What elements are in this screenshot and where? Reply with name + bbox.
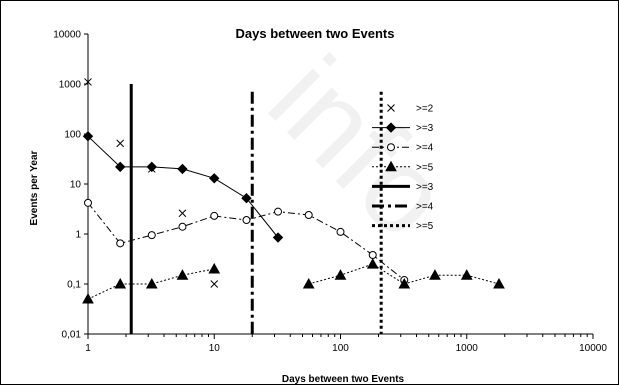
data-point-series-1 xyxy=(146,161,157,173)
legend-label-4: >=3 xyxy=(416,182,434,193)
data-point-series-1 xyxy=(82,131,94,142)
chart-title: Days between two Events xyxy=(236,26,395,41)
legend-label-2: >=4 xyxy=(416,143,434,154)
data-point-series-2 xyxy=(84,198,92,207)
data-point-series-3 xyxy=(398,277,411,289)
data-point-series-2 xyxy=(242,216,251,225)
data-point-series-1 xyxy=(209,173,220,184)
data-point-series-0 xyxy=(84,78,92,86)
data-point-series-3 xyxy=(429,269,441,280)
data-point-series-3 xyxy=(176,269,189,280)
data-point-series-1 xyxy=(115,161,126,173)
data-point-series-3 xyxy=(82,293,94,304)
data-point-series-3 xyxy=(114,277,127,289)
legend-label-3: >=5 xyxy=(416,162,434,173)
data-point-series-1 xyxy=(177,163,188,175)
legend-marker-0 xyxy=(387,104,395,112)
data-point-series-0 xyxy=(178,209,187,218)
y-tick-label: 10 xyxy=(70,180,82,191)
legend-marker-1 xyxy=(385,122,397,133)
data-point-series-2 xyxy=(178,222,187,231)
x-tick-label: 100 xyxy=(332,343,349,354)
data-point-series-3 xyxy=(302,277,315,289)
data-point-series-3 xyxy=(460,269,473,280)
x-axis-label: Days between two Events xyxy=(282,374,405,385)
data-point-series-2 xyxy=(274,207,283,216)
y-tick-label: 0,01 xyxy=(62,330,82,341)
data-point-series-0 xyxy=(210,280,219,288)
data-point-series-2 xyxy=(304,210,313,219)
data-point-series-1 xyxy=(272,232,284,243)
x-tick-label: 1 xyxy=(85,343,91,354)
data-point-series-2 xyxy=(210,211,219,220)
x-tick-label: 10 xyxy=(209,343,221,354)
data-point-series-2 xyxy=(147,231,156,240)
legend-marker-3 xyxy=(385,160,397,172)
data-point-series-3 xyxy=(208,262,221,274)
legend-label-6: >=5 xyxy=(416,221,434,232)
x-tick-label: 10000 xyxy=(579,343,607,354)
x-tick-label: 1000 xyxy=(456,343,479,354)
y-tick-label: 0,1 xyxy=(67,280,81,291)
y-tick-label: 10000 xyxy=(53,30,81,41)
data-point-series-3 xyxy=(334,269,347,280)
data-point-series-3 xyxy=(366,258,379,269)
data-point-series-0 xyxy=(116,139,125,148)
series-line-2-0 xyxy=(87,202,405,281)
legend-marker-2 xyxy=(387,143,395,152)
data-point-series-2 xyxy=(336,227,345,236)
y-tick-label: 1000 xyxy=(59,80,82,91)
data-point-series-1 xyxy=(241,192,252,204)
y-tick-label: 1 xyxy=(75,230,81,241)
data-point-series-3 xyxy=(145,277,158,289)
legend-label-0: >=2 xyxy=(416,104,434,115)
data-point-series-2 xyxy=(116,239,125,248)
series-line-3-0 xyxy=(87,268,215,300)
data-point-series-3 xyxy=(493,277,505,289)
legend-label-1: >=3 xyxy=(416,123,434,134)
y-tick-label: 100 xyxy=(64,130,81,141)
y-axis-label: Events per Year xyxy=(29,150,40,225)
legend-label-5: >=4 xyxy=(416,202,434,213)
data-point-series-2 xyxy=(368,251,377,260)
